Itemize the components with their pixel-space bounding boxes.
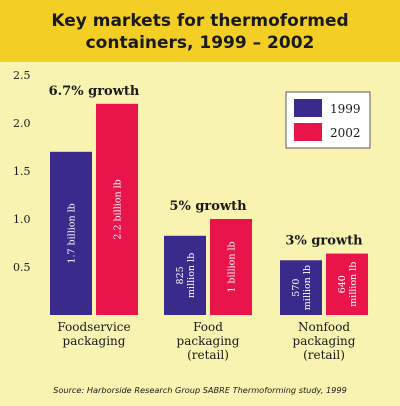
bar-value-label: 1.7 billion lb (67, 203, 78, 263)
category-label: Nonfood packaging (retail) (293, 320, 356, 362)
bar-value-labels: 1.7 billion lb 2.2 billion lb 825million l… (67, 179, 360, 310)
y-tick-label: 1.0 (13, 213, 31, 226)
growth-label: 5% growth (169, 199, 247, 214)
source-note: Source: Harborside Research Group SABRE … (53, 385, 347, 395)
title-band (0, 0, 400, 62)
y-tick-label: 2.0 (13, 117, 31, 130)
legend-swatch-1999 (294, 99, 322, 117)
bars-group (50, 103, 368, 315)
growth-label: 6.7% growth (49, 84, 140, 99)
bar-2002-1 (210, 219, 252, 315)
y-tick-label: 0.5 (13, 261, 31, 274)
category-labels: Foodservice packaging Food packaging (retail… (57, 320, 355, 362)
bar-2002-2 (326, 253, 368, 315)
growth-label: 3% growth (285, 234, 363, 249)
category-label: Foodservice packaging (57, 320, 130, 348)
bar-value-label: 570million lb (291, 265, 313, 310)
chart-title-line2: containers, 1999 – 2002 (86, 33, 315, 53)
legend-label: 1999 (330, 102, 361, 116)
y-tick-label: 2.5 (13, 69, 31, 82)
bar-value-label: 640million lb (337, 262, 359, 307)
bar-1999-2 (280, 260, 322, 315)
y-axis: 0.5 1.0 1.5 2.0 2.5 (13, 69, 31, 274)
bar-1999-0 (50, 151, 92, 315)
legend-label: 2002 (330, 126, 361, 140)
chart-title-line1: Key markets for thermoformed (51, 11, 348, 31)
bar-value-label: 2.2 billion lb (113, 179, 124, 239)
growth-annotations: 6.7% growth 5% growth 3% growth (49, 84, 364, 249)
legend-swatch-2002 (294, 123, 322, 141)
bar-value-label: 1 billion lb (227, 241, 238, 292)
bar-value-label: 825million lb (175, 253, 197, 298)
bar-1999-1 (164, 235, 206, 315)
category-label: Food packaging (retail) (177, 320, 240, 362)
y-tick-label: 1.5 (13, 165, 31, 178)
bar-2002-0 (96, 103, 138, 315)
legend: 1999 2002 (285, 91, 371, 149)
